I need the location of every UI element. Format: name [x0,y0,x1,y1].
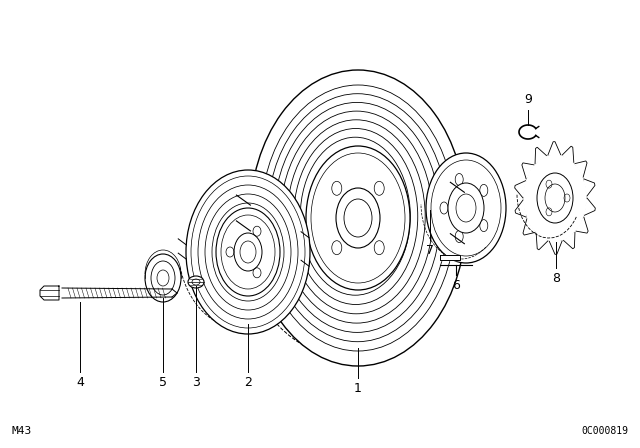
Text: 2: 2 [244,376,252,389]
Ellipse shape [336,188,380,248]
Polygon shape [515,198,526,217]
Text: 1: 1 [354,382,362,395]
Ellipse shape [186,170,310,334]
Text: 0C000819: 0C000819 [581,426,628,436]
Ellipse shape [537,173,573,223]
Ellipse shape [523,154,587,242]
Text: 3: 3 [192,376,200,389]
Polygon shape [62,288,172,298]
Polygon shape [40,286,59,300]
Polygon shape [584,198,595,217]
Polygon shape [562,233,575,249]
Polygon shape [440,255,460,260]
Text: 4: 4 [76,376,84,389]
Polygon shape [523,217,535,235]
Text: M43: M43 [12,426,32,436]
Polygon shape [522,163,535,179]
Polygon shape [575,161,587,179]
Polygon shape [584,179,595,198]
Text: 6: 6 [452,279,460,292]
Text: 8: 8 [552,272,560,285]
Polygon shape [575,217,588,233]
Ellipse shape [426,153,506,263]
Polygon shape [562,146,575,164]
Ellipse shape [306,146,410,290]
Text: 9: 9 [524,93,532,106]
Polygon shape [535,147,548,164]
Polygon shape [548,241,562,254]
Polygon shape [535,233,548,250]
Polygon shape [515,179,526,198]
Ellipse shape [145,254,181,302]
Text: 7: 7 [426,244,434,257]
Ellipse shape [448,183,484,233]
Ellipse shape [216,208,280,296]
Polygon shape [548,142,562,155]
Ellipse shape [250,70,466,366]
Text: 5: 5 [159,376,167,389]
Ellipse shape [188,276,204,288]
